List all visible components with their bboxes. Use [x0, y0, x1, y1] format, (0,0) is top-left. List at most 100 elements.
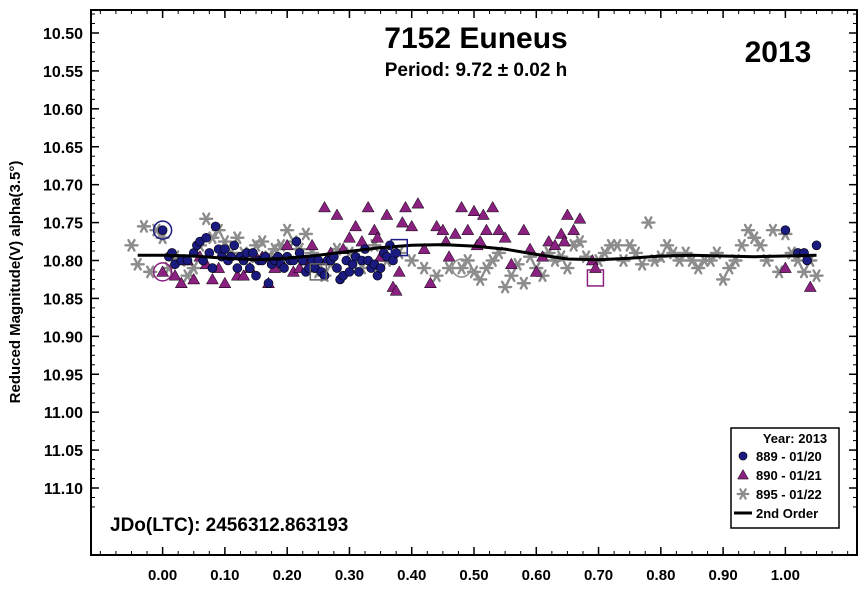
data-point: [330, 208, 344, 220]
data-point: [206, 272, 219, 285]
legend-label: 889 - 01/20: [756, 449, 822, 464]
data-point: [486, 200, 500, 213]
data-point: [516, 276, 532, 290]
data-point: [411, 197, 425, 209]
y-tick-label: 10.50: [43, 26, 83, 43]
data-point: [659, 238, 675, 252]
data-point: [375, 263, 386, 273]
data-point: [298, 227, 314, 241]
data-point: [232, 263, 243, 273]
data-point: [237, 269, 251, 281]
data-point: [778, 261, 792, 273]
data-point: [722, 261, 737, 275]
y-tick-label: 10.80: [43, 254, 83, 271]
data-point: [498, 231, 512, 243]
chart-title: 7152 Euneus: [384, 22, 567, 55]
legend-marker: [738, 451, 748, 461]
legend-label: 2nd Order: [756, 506, 818, 521]
legend-label: 890 - 01/21: [756, 468, 822, 483]
highlight-square: [586, 269, 605, 287]
data-point: [480, 223, 493, 235]
data-point: [809, 269, 824, 283]
x-tick-label: 0.20: [273, 567, 302, 584]
data-point: [476, 208, 490, 220]
data-point: [417, 242, 431, 254]
data-point: [405, 219, 419, 232]
data-point: [343, 231, 356, 243]
epoch-label: JDo(LTC): 2456312.863193: [110, 515, 348, 536]
data-point: [280, 238, 294, 251]
legend-label: 895 - 01/22: [756, 487, 822, 502]
data-point: [557, 235, 571, 247]
data-point: [622, 238, 637, 252]
data-point: [560, 208, 574, 220]
data-point: [187, 272, 201, 285]
data-point: [392, 265, 406, 277]
x-tick-label: 0.50: [459, 567, 488, 584]
data-point: [567, 223, 581, 235]
data-point: [517, 223, 531, 235]
data-point: [130, 257, 145, 271]
data-point: [201, 232, 212, 243]
series-circle: [157, 221, 822, 289]
data-point: [715, 273, 731, 286]
legend-box: [730, 427, 840, 529]
y-tick-labels: 10.50 10.55 10.60 10.65 10.70 10.75 10.80 10.85…: [43, 26, 83, 498]
legend-marker: [736, 488, 750, 500]
y-axis-label: Reduced Magnitude(V) alpha(3.5°): [7, 161, 24, 404]
data-point: [180, 269, 195, 283]
data-point: [279, 223, 295, 237]
data-point: [220, 244, 230, 254]
data-point: [361, 200, 375, 213]
y-tick-label: 10.65: [43, 140, 83, 157]
legend-entries: 889 - 01/20 890 - 01/21 895 - 01/22 2nd Ord…: [734, 449, 822, 521]
y-tick-label: 10.90: [43, 329, 83, 346]
legend: Year: 2013 889 - 01/20 890 - 01/21 895 - 0…: [730, 427, 840, 529]
data-point: [436, 223, 450, 235]
data-point: [753, 238, 768, 252]
y-tick-label: 10.75: [43, 216, 83, 233]
data-point: [455, 200, 468, 213]
data-point: [199, 212, 214, 226]
data-point: [796, 265, 812, 279]
data-point: [461, 223, 475, 235]
year-label: 2013: [745, 36, 812, 69]
x-tick-label: 0.80: [646, 567, 675, 584]
data-point: [245, 263, 255, 273]
data-point: [124, 238, 139, 252]
data-point: [349, 219, 363, 232]
data-point: [399, 200, 412, 213]
data-point: [684, 254, 700, 267]
data-point: [423, 276, 437, 288]
data-point: [279, 263, 289, 273]
highlight-circle: [152, 220, 173, 240]
data-point: [353, 267, 364, 277]
data-point: [156, 265, 170, 277]
data-point: [430, 219, 444, 232]
legend-title: Year: 2013: [763, 431, 827, 446]
data-point: [529, 265, 543, 277]
fit-curve: [137, 243, 817, 262]
data-point: [291, 236, 302, 247]
data-point: [263, 278, 274, 289]
highlighted-points: [152, 220, 605, 287]
data-point: [597, 246, 612, 260]
y-tick-label: 11.10: [44, 481, 83, 498]
data-point: [174, 276, 188, 288]
data-point: [395, 216, 409, 228]
data-point: [485, 254, 500, 267]
data-point: [416, 261, 432, 275]
data-point: [467, 204, 481, 216]
y-tick-label: 10.60: [43, 102, 83, 119]
data-point: [473, 273, 488, 286]
data-point: [318, 200, 331, 213]
data-point: [442, 250, 456, 262]
x-tick-labels: 0.00 0.10 0.20 0.30 0.40 0.50 0.60 0.70 0.80 0.90…: [148, 567, 800, 584]
data-point: [634, 257, 650, 271]
x-tick-label: 1.00: [771, 567, 800, 584]
highlight-square: [309, 263, 328, 281]
x-tick-label: 0.60: [522, 567, 551, 584]
data-point: [504, 257, 518, 270]
data-point: [504, 269, 519, 283]
